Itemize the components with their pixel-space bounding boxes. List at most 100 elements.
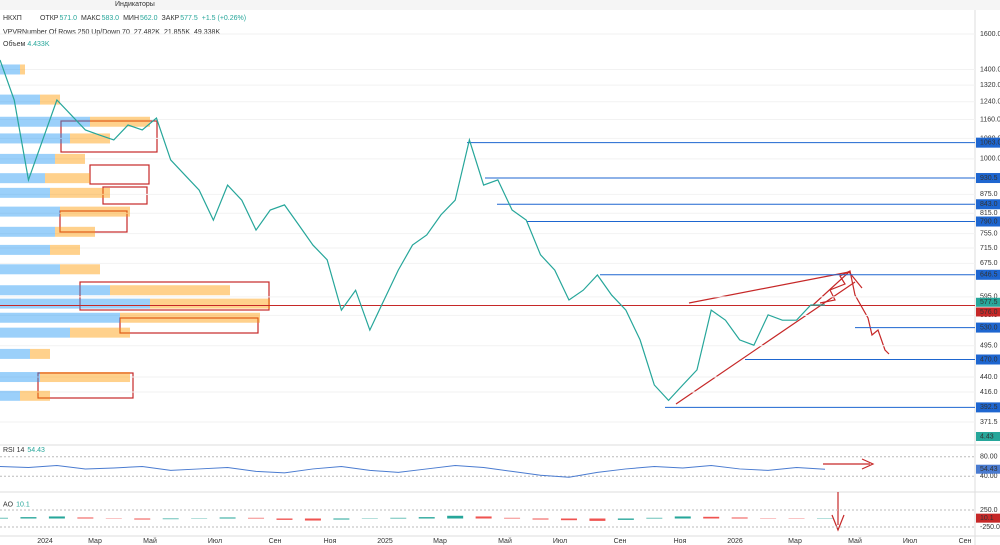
- ao-bar: [48, 516, 65, 519]
- level-label: 790.0: [980, 218, 998, 225]
- profile-up: [0, 244, 50, 255]
- price-line: [0, 59, 825, 402]
- y-tick-label: 595.0: [980, 294, 998, 301]
- x-tick-label: Июл: [553, 538, 567, 545]
- profile-down: [20, 64, 25, 75]
- level-label: 1063.0: [980, 139, 1000, 146]
- y-tick-label: 1240.0: [980, 99, 1000, 106]
- current-price: 577.5: [980, 299, 998, 306]
- ao-bar: [20, 517, 37, 519]
- profile-up: [0, 298, 150, 309]
- profile-down: [45, 173, 90, 184]
- ticker: НКХП: [3, 15, 22, 22]
- rsi-value-tag: 54.43: [980, 466, 998, 473]
- profile-up: [0, 285, 110, 296]
- ohlc-value: 577.5: [180, 15, 198, 22]
- x-tick-label: Сен: [269, 538, 282, 545]
- profile-up: [0, 116, 90, 127]
- x-tick-label: Ноя: [324, 538, 337, 545]
- ao-bar: [418, 517, 435, 519]
- red-level-label: 576.0: [980, 309, 998, 316]
- y-tick-label: 715.0: [980, 245, 998, 252]
- ao-value-tag: 10.1: [980, 515, 994, 522]
- profile-down: [90, 116, 150, 127]
- profile-up: [0, 64, 20, 75]
- profile-down: [40, 94, 60, 105]
- y-tick-label: 755.0: [980, 230, 998, 237]
- profile-down: [150, 298, 270, 309]
- ao-bar: [674, 516, 691, 519]
- ao-bar: [219, 517, 236, 519]
- profile-up: [0, 312, 120, 323]
- ohlc-key: ОТКР: [40, 15, 59, 22]
- level-tag: [976, 137, 1000, 148]
- level-label: 392.5: [980, 404, 998, 411]
- profile-down: [60, 264, 100, 275]
- ao-bar: [390, 517, 407, 519]
- y-tick-label: 40.00: [980, 473, 998, 480]
- y-tick-label: 440.0: [980, 374, 998, 381]
- profile-down: [70, 327, 130, 338]
- price-tag: [976, 297, 1000, 307]
- y-tick-label: 416.0: [980, 389, 998, 396]
- ao-bar: [475, 516, 492, 519]
- profile-up: [0, 173, 45, 184]
- rsi-line: [0, 465, 826, 478]
- rsi-tag: [976, 464, 1000, 474]
- y-tick-label: 1320.0: [980, 82, 1000, 89]
- x-tick-label: Май: [143, 537, 157, 545]
- level-label: 646.5: [980, 272, 998, 279]
- profile-down: [20, 390, 50, 401]
- profile-down: [55, 226, 95, 237]
- ao-bar: [646, 517, 663, 519]
- rsi-value: 54.43: [27, 447, 45, 454]
- level-label: 843.0: [980, 201, 998, 208]
- rsi-label: RSI 14: [3, 447, 25, 454]
- vol-tag: [976, 432, 1000, 441]
- profile-up: [0, 327, 70, 338]
- x-tick-label: 2026: [727, 538, 743, 545]
- profile-down: [30, 348, 50, 359]
- ao-bar: [162, 518, 179, 520]
- y-tick-label: 1000.0: [980, 156, 1000, 163]
- profile-up: [0, 206, 60, 217]
- level-tag: [976, 269, 1000, 280]
- volume-label: Объем: [3, 40, 25, 48]
- profile-down: [110, 285, 230, 296]
- level-tag: [976, 173, 1000, 184]
- y-tick-label: 1400.0: [980, 66, 1000, 73]
- toolbar: [0, 0, 1000, 10]
- level-tag: [976, 216, 1000, 227]
- ao-bar: [447, 515, 464, 519]
- profile-up: [0, 226, 55, 237]
- annotations: [37, 120, 890, 532]
- y-tick-label: 815.0: [980, 210, 998, 217]
- ao-bar: [532, 518, 549, 520]
- x-tick-label: Сен: [959, 538, 972, 545]
- y-tick-label: 371.5: [980, 419, 998, 426]
- vpvr-down: 21.855K: [164, 29, 190, 36]
- y-tick-label: 80.00: [980, 454, 998, 461]
- level-label: 530.0: [980, 324, 998, 331]
- y-tick-label: 1600.0: [980, 31, 1000, 38]
- volume-value: 4.433K: [27, 41, 50, 48]
- vpvr-label: VPVRNumber Of Rows 250 Up/Down 70: [3, 29, 130, 36]
- y-tick-label: 250.0: [980, 507, 998, 514]
- ao-label: AO: [3, 501, 14, 508]
- y-tick-label: 875.0: [980, 191, 998, 198]
- y-tick-label: -250.0: [980, 524, 1000, 531]
- ao-bar: [77, 517, 94, 519]
- ao-bar: [134, 518, 151, 520]
- ao-bar: [504, 517, 521, 519]
- profile-down: [50, 187, 110, 198]
- indicators-button[interactable]: Индикаторы: [115, 1, 155, 8]
- legend: НКХП ОТКР 571.0 МАКС 583.0 МИН 562.0 ЗАКР 577.5 +…: [3, 15, 246, 48]
- vpvr-total: 49.338K: [194, 29, 220, 36]
- profile-down: [40, 372, 130, 383]
- profile-up: [0, 153, 55, 164]
- profile-up: [0, 264, 60, 275]
- x-tick-label: Май: [498, 537, 512, 545]
- x-tick-label: Июл: [208, 538, 222, 545]
- ohlc-value: 583.0: [102, 15, 120, 22]
